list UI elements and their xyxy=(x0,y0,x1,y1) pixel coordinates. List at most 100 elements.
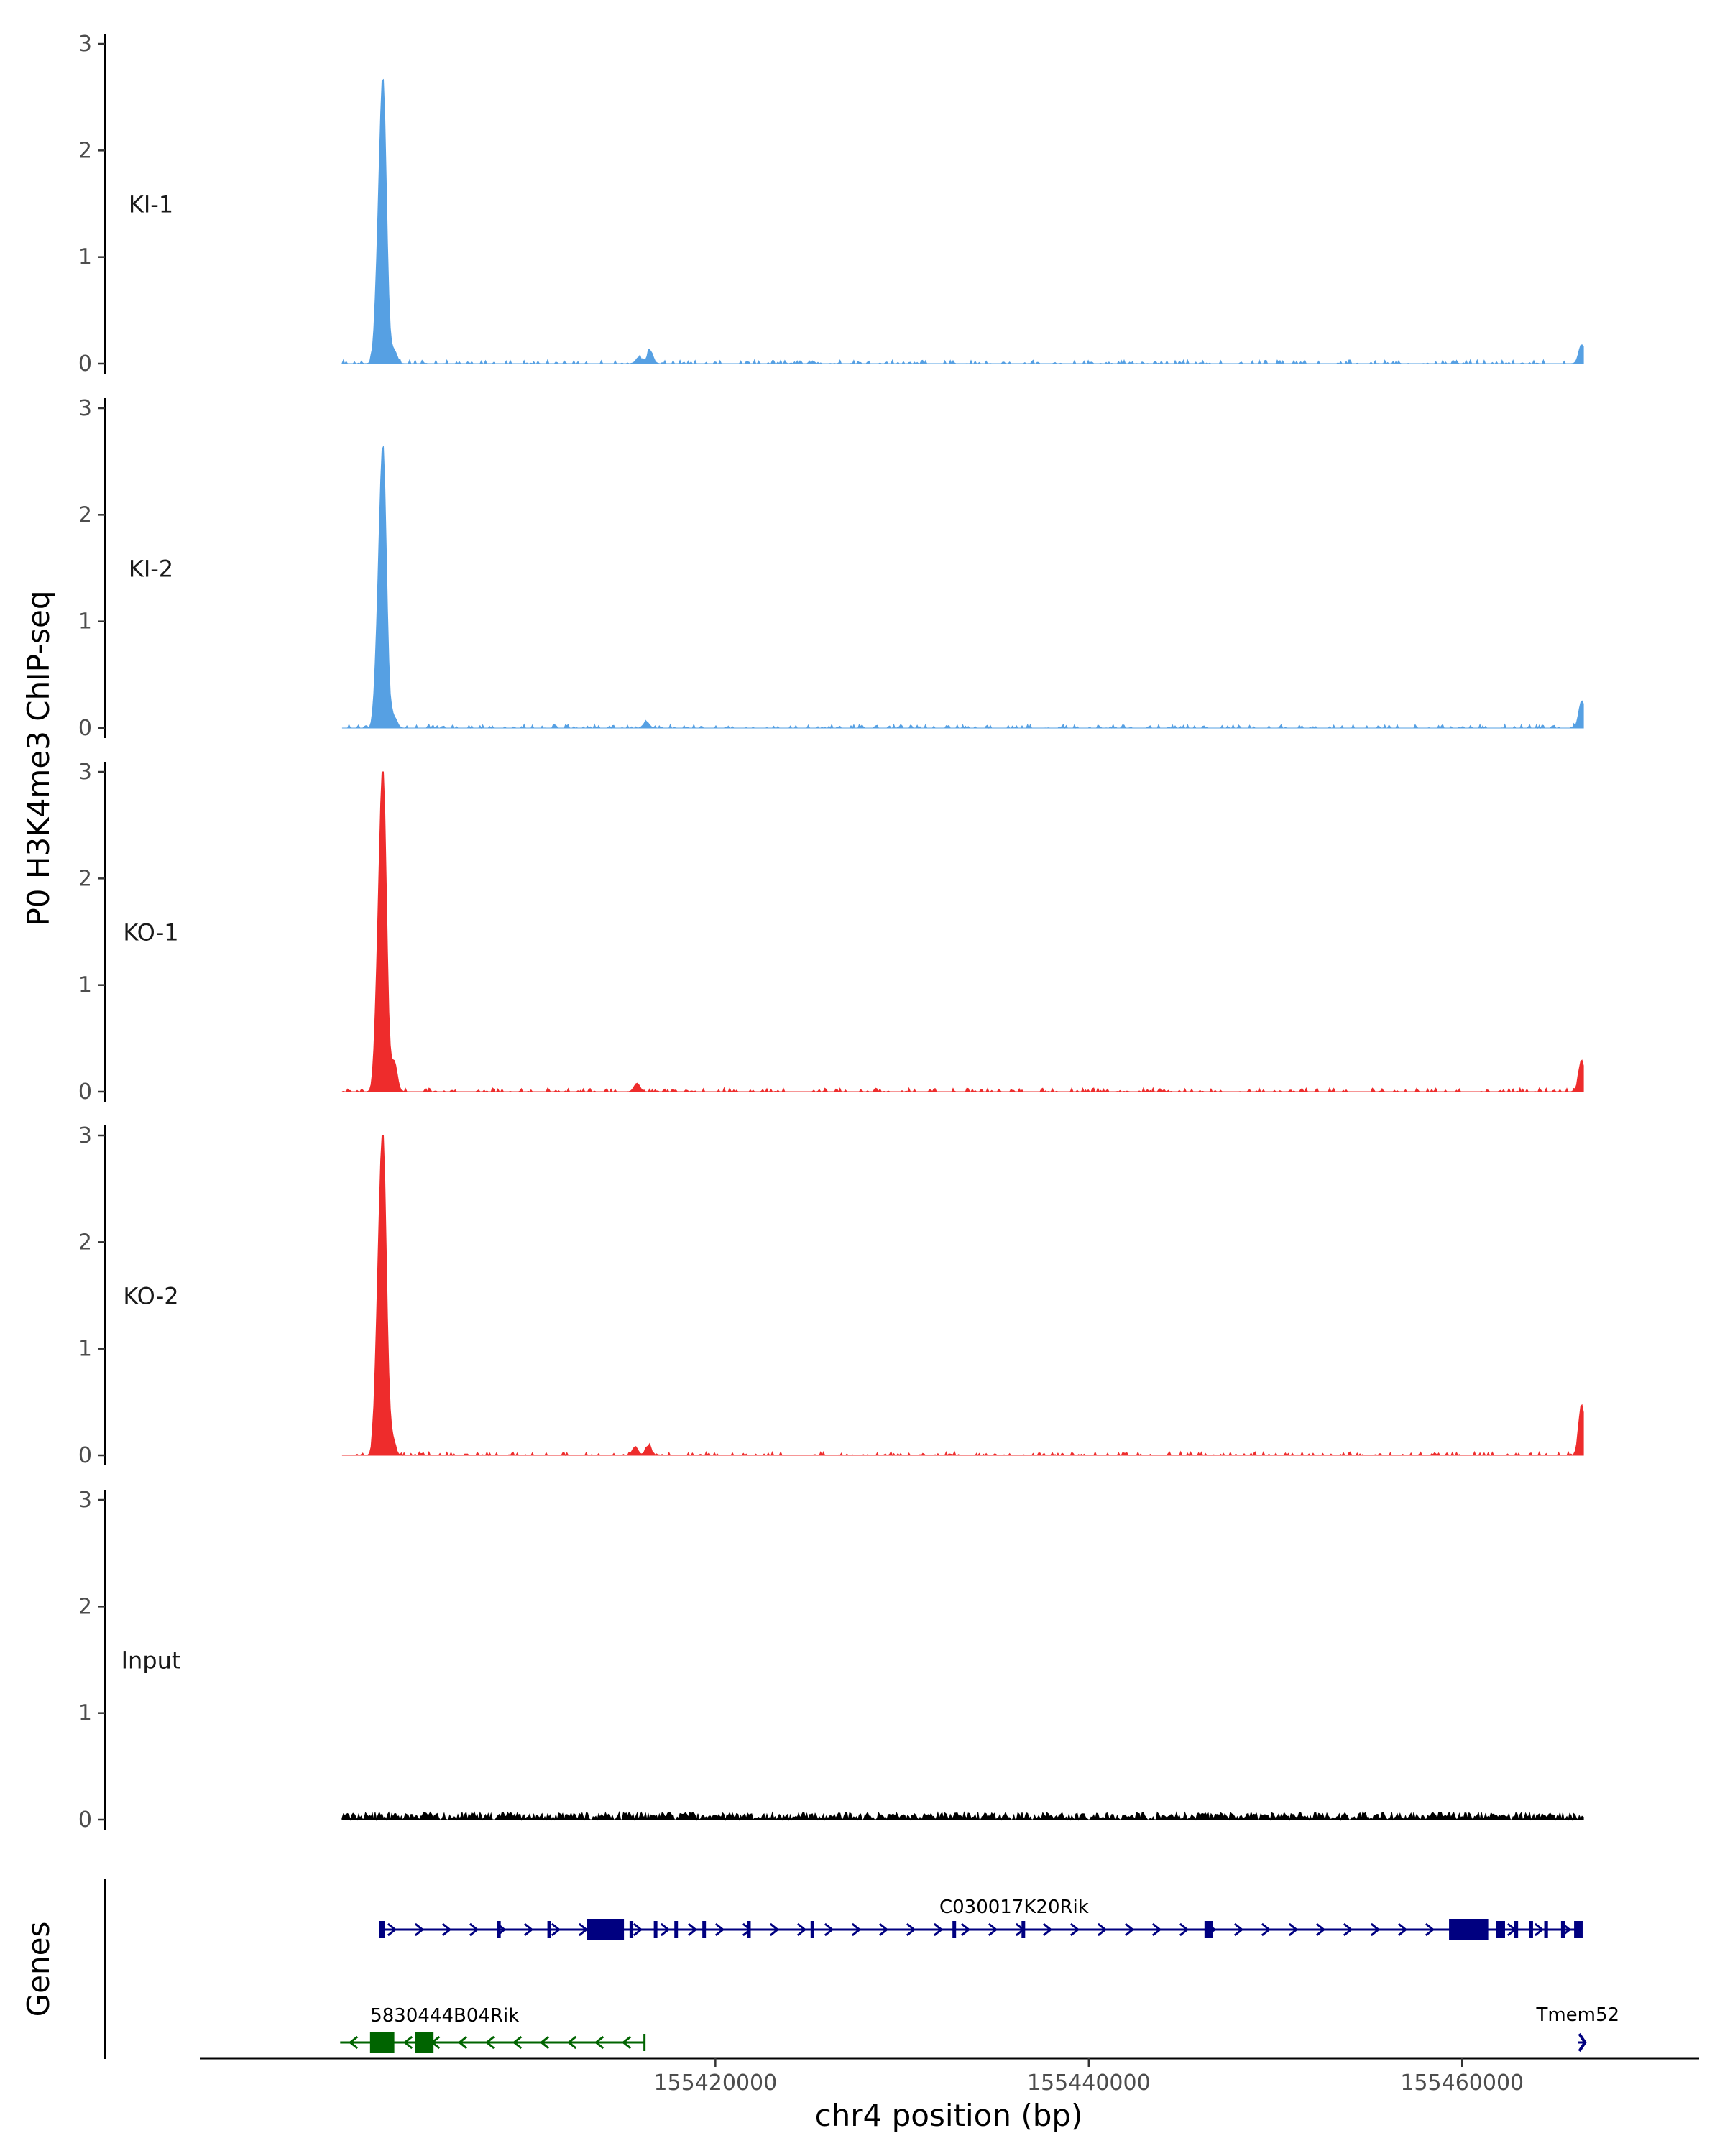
y-tick-label: 2 xyxy=(78,138,92,163)
exon xyxy=(1574,1921,1582,1938)
exon xyxy=(653,1921,658,1938)
strand-chevron xyxy=(551,1922,561,1937)
track-label: KO-1 xyxy=(123,919,178,946)
track-ko-2: 0 1 2 3 KO-2 xyxy=(78,1123,1584,1468)
strand-chevron xyxy=(1097,1922,1108,1937)
strand-chevron xyxy=(539,2035,550,2050)
strand-chevron xyxy=(1151,1922,1162,1937)
signal-area xyxy=(341,446,1584,729)
x-tick-label: 155440000 xyxy=(1027,2070,1151,2096)
strand-chevron xyxy=(1343,1922,1353,1937)
exon xyxy=(1204,1921,1213,1938)
strand-chevron xyxy=(769,1922,780,1937)
strand-chevron xyxy=(469,1922,479,1937)
genes-axis-title: Genes xyxy=(21,1922,56,2017)
exon xyxy=(702,1921,707,1938)
track-label: KI-1 xyxy=(129,191,173,218)
strand-chevron xyxy=(523,1922,534,1937)
strand-chevron xyxy=(632,1922,643,1937)
y-tick-label: 0 xyxy=(78,351,92,377)
axes: 155420000 155440000 155460000 xyxy=(200,2057,1699,2096)
strand-chevron xyxy=(906,1922,916,1937)
y-tick-label: 3 xyxy=(78,1488,92,1513)
strand-chevron xyxy=(566,2035,577,2050)
strand-chevron xyxy=(578,1922,589,1937)
strand-chevron xyxy=(594,2035,604,2050)
strand-chevron xyxy=(960,1922,971,1937)
gene-label: 5830444B04Rik xyxy=(370,2005,519,2027)
y-tick-label: 0 xyxy=(78,716,92,741)
exon xyxy=(1544,1921,1548,1938)
gene-label: C030017K20Rik xyxy=(939,1897,1089,1918)
y-tick-label: 0 xyxy=(78,1443,92,1468)
exon xyxy=(952,1921,957,1938)
signal-area xyxy=(341,1135,1584,1457)
strand-chevron xyxy=(851,1922,862,1937)
x-tick-label: 155420000 xyxy=(653,2070,777,2096)
exon xyxy=(1529,1921,1533,1938)
strand-chevron xyxy=(988,1922,998,1937)
y-tick-label: 0 xyxy=(78,1079,92,1105)
exon xyxy=(1514,1921,1519,1938)
gene-5830444b04rik: 5830444B04Rik xyxy=(340,2005,646,2053)
exon xyxy=(379,1921,385,1938)
exon xyxy=(497,1921,501,1938)
strand-chevron xyxy=(1070,1922,1080,1937)
strand-chevron xyxy=(687,1922,698,1937)
strand-chevron xyxy=(1315,1922,1326,1937)
strand-chevron xyxy=(1561,1922,1572,1937)
track-ki-2: 0 1 2 3 KI-2 xyxy=(78,396,1584,741)
exon xyxy=(369,2032,395,2053)
x-tick-label: 155460000 xyxy=(1400,2070,1524,2096)
exon xyxy=(747,1921,751,1938)
exon xyxy=(1449,1919,1489,1940)
track-ko-1: 0 1 2 3 KO-1 xyxy=(78,760,1584,1105)
strand-chevron xyxy=(621,2035,632,2050)
gene-label: Tmem52 xyxy=(1535,2004,1619,2026)
track-label: KI-2 xyxy=(129,556,173,583)
y-tick-label: 2 xyxy=(78,502,92,528)
strand-chevron xyxy=(714,1922,725,1937)
y-tick-label: 2 xyxy=(78,866,92,891)
strand-chevron xyxy=(878,1922,889,1937)
signal-area xyxy=(341,771,1584,1093)
strand-chevron xyxy=(660,1922,671,1937)
strand-chevron xyxy=(1425,1922,1435,1937)
signal-tracks: 0 1 2 3 KI-1 0 1 2 3 KI-2 0 1 2 3 KO-1 0 1 2 3 KO-2 0 1 2 3 Inpu… xyxy=(78,32,1584,1833)
strand-chevron xyxy=(1534,1922,1545,1937)
strand-chevron xyxy=(414,1922,425,1937)
strand-chevron xyxy=(1042,1922,1053,1937)
y-tick-label: 1 xyxy=(78,973,92,998)
track-label: KO-2 xyxy=(123,1283,178,1310)
y-tick-label: 0 xyxy=(78,1807,92,1833)
y-axis-title: P0 H3K4me3 ChIP-seq xyxy=(21,590,56,926)
track-input: 0 1 2 3 Input xyxy=(78,1488,1584,1833)
exon xyxy=(586,1919,625,1940)
strand-chevron xyxy=(933,1922,944,1937)
strand-chevron xyxy=(484,2035,495,2050)
track-ki-1: 0 1 2 3 KI-1 xyxy=(78,32,1584,377)
y-tick-label: 1 xyxy=(78,1337,92,1362)
strand-chevron xyxy=(824,1922,834,1937)
exon xyxy=(674,1921,678,1938)
y-tick-label: 2 xyxy=(78,1594,92,1619)
strand-chevron xyxy=(1261,1922,1271,1937)
y-tick-label: 3 xyxy=(78,396,92,421)
gene-track: C030017K20Rik 5830444B04Rik Tmem52 xyxy=(104,1879,1619,2059)
strand-chevron xyxy=(1179,1922,1190,1937)
strand-chevron xyxy=(1370,1922,1381,1937)
y-tick-label: 1 xyxy=(78,609,92,635)
signal-area xyxy=(341,1810,1584,1821)
exon xyxy=(629,1921,634,1938)
strand-chevron xyxy=(402,2035,413,2050)
strand-chevron xyxy=(1288,1922,1299,1937)
strand-chevron xyxy=(512,2035,523,2050)
gene-tmem52: Tmem52 xyxy=(1535,2004,1619,2053)
exon xyxy=(415,2032,434,2053)
signal-area xyxy=(341,78,1584,365)
strand-chevron xyxy=(1124,1922,1135,1937)
y-tick-label: 2 xyxy=(78,1230,92,1255)
track-label: Input xyxy=(121,1647,181,1674)
strand-chevron xyxy=(796,1922,807,1937)
strand-chevron xyxy=(348,2035,359,2050)
